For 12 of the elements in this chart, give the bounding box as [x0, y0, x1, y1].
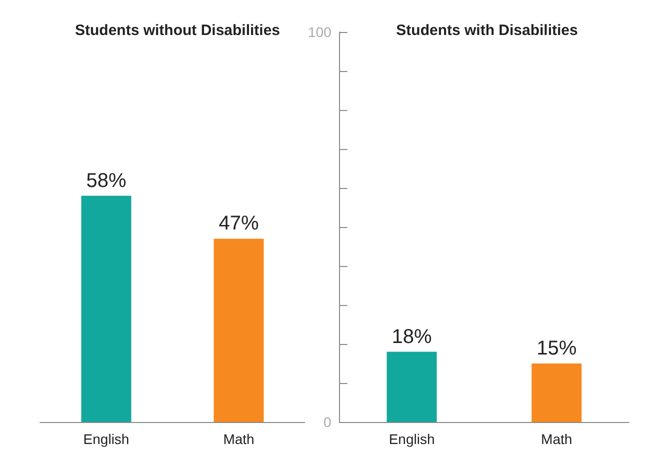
data-label: 58% — [86, 170, 126, 192]
chart-title: Students without Disabilities — [74, 22, 280, 39]
chart-title: Students with Disabilities — [396, 22, 578, 39]
x-tick-label: English — [83, 431, 130, 447]
data-label: 15% — [536, 338, 577, 360]
y-tick-label: 100 — [308, 24, 332, 40]
data-label: 47% — [218, 212, 259, 235]
data-label: 18% — [392, 326, 432, 348]
x-tick-label: Math — [541, 431, 572, 447]
x-tick-label: Math — [223, 431, 254, 447]
x-tick-label: English — [388, 431, 435, 447]
y-tick-label: 0 — [324, 414, 332, 430]
